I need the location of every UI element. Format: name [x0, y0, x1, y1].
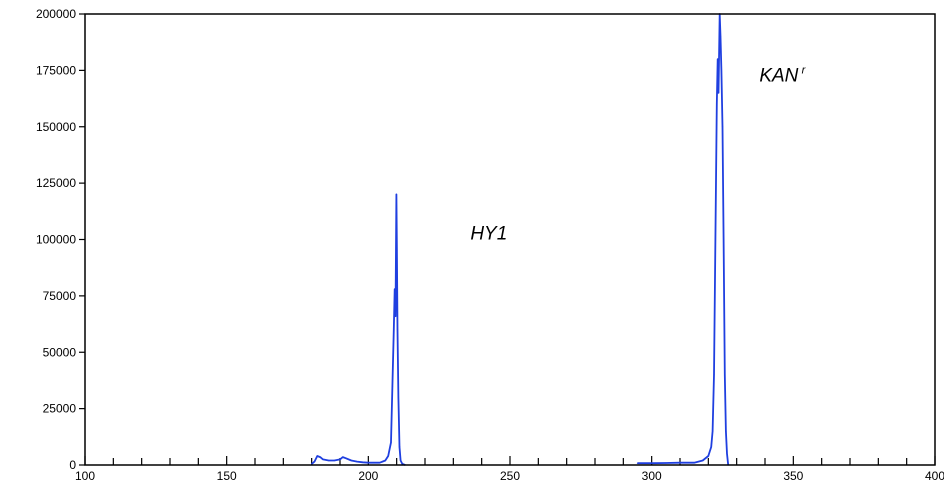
data-point	[328, 459, 330, 462]
annotation-1: KAN	[759, 66, 798, 87]
y-tick-label-75000: 75000	[43, 289, 77, 303]
data-point	[400, 459, 402, 462]
data-point	[384, 459, 386, 462]
data-point	[316, 455, 318, 457]
y-tick-label-100000: 100000	[36, 233, 76, 247]
data-point	[362, 461, 364, 463]
data-point	[398, 446, 401, 448]
data-point	[726, 453, 728, 455]
x-tick-label-150: 150	[217, 469, 237, 483]
x-axis: 100 150 200 250 300 350 400	[75, 456, 944, 483]
annotation-0: HY1	[470, 224, 507, 245]
data-point	[367, 462, 369, 464]
data-point	[387, 455, 389, 457]
data-point	[397, 396, 399, 398]
data-point	[651, 462, 653, 464]
y-tick-label-200000: 200000	[36, 7, 76, 21]
data-point	[707, 455, 709, 457]
data-point	[319, 456, 321, 458]
data-point	[716, 103, 718, 105]
data-point	[702, 459, 704, 462]
x-tick-label-350: 350	[783, 469, 803, 483]
data-point	[311, 463, 313, 465]
data-point	[396, 250, 398, 252]
data-point	[379, 462, 381, 464]
data-point	[322, 458, 324, 460]
data-point	[724, 374, 726, 376]
data-point	[720, 69, 722, 71]
data-point	[679, 462, 681, 464]
series-line-0	[311, 193, 406, 466]
data-point	[313, 461, 316, 463]
data-point	[401, 463, 403, 465]
data-point	[396, 329, 399, 331]
data-point	[717, 58, 719, 60]
data-point	[345, 457, 347, 459]
series-group	[311, 13, 730, 466]
data-point	[723, 238, 725, 241]
data-point	[665, 462, 667, 464]
data-point	[390, 441, 392, 444]
y-tick-label-25000: 25000	[43, 402, 77, 416]
y-axis: 0 25000 50000 75000 100000 125000 150000 175000…	[36, 7, 85, 472]
x-tick-label-100: 100	[75, 469, 95, 483]
data-point	[711, 430, 714, 432]
annotations: HY1 KAN r	[470, 65, 806, 245]
data-point	[350, 459, 352, 462]
annotation-1-superscript: r	[802, 65, 807, 77]
data-point	[391, 385, 394, 387]
data-point	[710, 446, 712, 448]
data-point	[342, 456, 344, 458]
y-tick-label-175000: 175000	[36, 63, 76, 77]
data-point	[395, 193, 397, 195]
data-point	[725, 430, 727, 432]
data-point	[636, 462, 639, 464]
series-line-1	[637, 13, 730, 466]
data-point	[394, 288, 396, 290]
data-point	[394, 315, 397, 317]
x-tick-label-200: 200	[358, 469, 378, 483]
data-point	[381, 461, 384, 463]
x-tick-label-250: 250	[500, 469, 520, 483]
y-tick-label-50000: 50000	[43, 345, 77, 359]
data-point	[717, 92, 720, 94]
data-point	[339, 458, 341, 460]
y-tick-label-125000: 125000	[36, 176, 76, 190]
data-point	[693, 462, 695, 464]
data-point	[719, 35, 722, 38]
y-tick-label-0: 0	[69, 458, 76, 472]
data-point	[721, 126, 724, 128]
data-point	[393, 329, 395, 331]
x-tick-label-300: 300	[642, 469, 662, 483]
data-point	[356, 461, 358, 463]
y-tick-label-150000: 150000	[36, 120, 76, 134]
x-tick-label-400: 400	[925, 469, 944, 483]
data-point	[373, 462, 375, 464]
data-point	[333, 459, 335, 462]
data-point	[714, 238, 717, 241]
plot-frame	[84, 13, 936, 466]
data-point	[713, 374, 715, 376]
